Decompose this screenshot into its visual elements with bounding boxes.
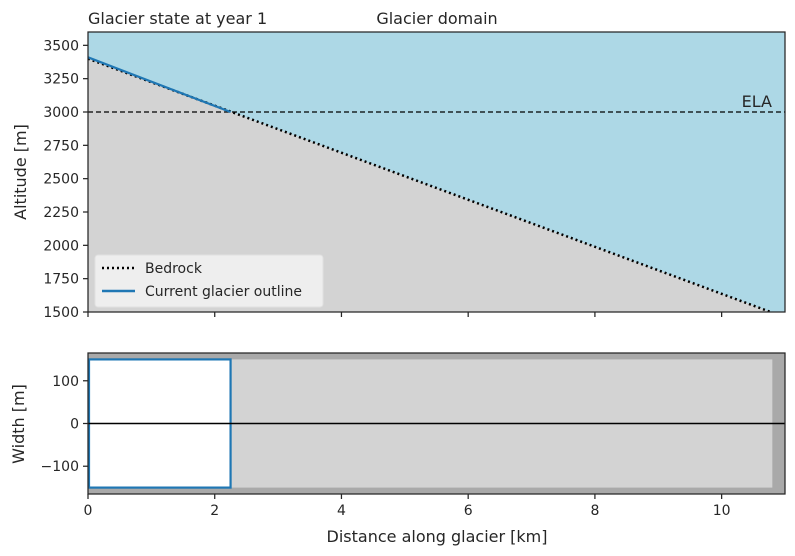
profile-y-tick-label: 1750 [43, 272, 79, 288]
x-axis-label: Distance along glacier [km] [327, 527, 548, 546]
profile-plot-frame [87, 31, 786, 313]
width-x-tick-label: 8 [590, 503, 599, 519]
profile-y-tick-label: 3500 [43, 38, 79, 54]
ela-label: ELA [742, 92, 772, 111]
profile-y-tick-label: 3250 [43, 72, 79, 88]
profile-y-tick-label: 2250 [43, 205, 79, 221]
width-x-tick-label: 2 [210, 503, 219, 519]
width-panel: −100 0 100 0 2 4 6 8 10 Width [m] Distance alon… [9, 352, 786, 546]
profile-y-tick-label: 2500 [43, 172, 79, 188]
width-y-tick-label: −100 [41, 459, 79, 475]
legend-glacier-label: Current glacier outline [145, 284, 302, 300]
legend-box [94, 254, 324, 308]
legend: Bedrock Current glacier outline [94, 254, 324, 308]
width-x-tick-label: 0 [84, 503, 93, 519]
profile-y-tick-label: 2750 [43, 138, 79, 154]
width-y-tick-label: 100 [52, 374, 79, 390]
width-x-tick-label: 4 [337, 503, 346, 519]
width-x-tick-label: 10 [713, 503, 731, 519]
profile-x-axis [87, 312, 723, 317]
profile-panel: Glacier state at year 1 Glacier domain E… [11, 9, 786, 321]
profile-y-label: Altitude [m] [11, 124, 30, 220]
profile-y-tick-label: 3000 [43, 105, 79, 121]
width-y-label: Width [m] [9, 384, 28, 464]
bedrock-line [88, 57, 775, 312]
legend-bedrock-label: Bedrock [145, 261, 203, 277]
width-y-axis: −100 0 100 [41, 374, 88, 475]
glacier-outline-line [88, 56, 231, 114]
chart-title: Glacier state at year 1 [88, 9, 267, 28]
width-x-tick-label: 6 [464, 503, 473, 519]
chart-subtitle: Glacier domain [376, 9, 497, 28]
width-x-axis: 0 2 4 6 8 10 [84, 494, 731, 519]
profile-y-axis: 1500 1750 2000 2250 2500 2750 3000 3250 3500 [43, 38, 88, 321]
profile-y-tick-label: 2000 [43, 238, 79, 254]
profile-y-tick-label: 1500 [43, 305, 79, 321]
width-y-tick-label: 0 [70, 417, 79, 433]
